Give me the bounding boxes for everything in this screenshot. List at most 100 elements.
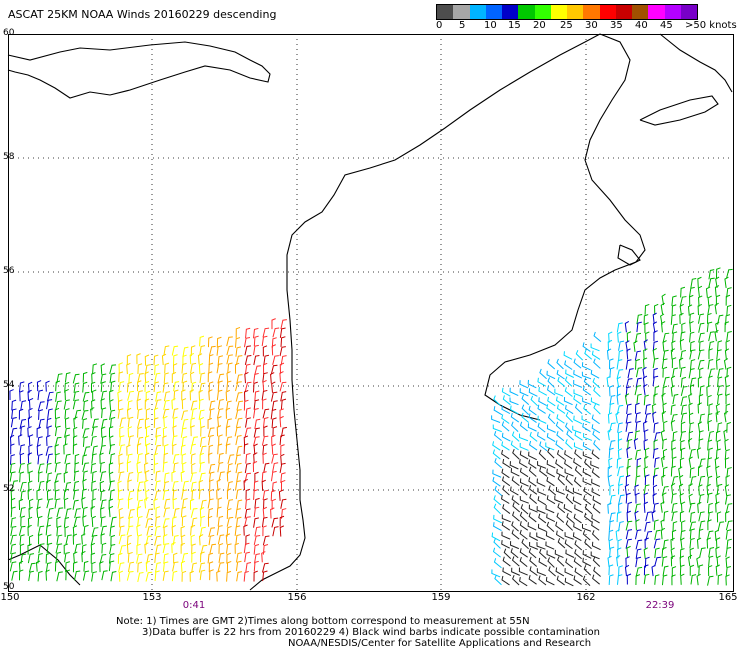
- wind-barb: [254, 497, 260, 509]
- wind-barb: [512, 511, 520, 522]
- wind-barb: [679, 303, 684, 316]
- wind-barb: [10, 517, 17, 528]
- wind-barb: [660, 519, 665, 531]
- wind-barb: [625, 556, 630, 568]
- wind-barb: [519, 521, 529, 531]
- wind-barb: [556, 556, 565, 567]
- wind-barb: [546, 460, 556, 469]
- wind-barb: [118, 562, 125, 573]
- wind-barb: [136, 543, 141, 555]
- wind-barb: [644, 521, 651, 532]
- wind-barb: [697, 376, 703, 388]
- wind-barb: [172, 443, 177, 455]
- wind-barb: [91, 515, 96, 528]
- wind-barb: [118, 534, 126, 545]
- wind-barb: [20, 400, 27, 411]
- wind-barb: [672, 331, 678, 343]
- wind-barb: [705, 286, 711, 298]
- wind-barb: [163, 399, 170, 410]
- wind-barb: [707, 312, 712, 324]
- wind-barb: [707, 511, 714, 522]
- wind-barb: [582, 575, 591, 587]
- wind-barb: [37, 463, 45, 474]
- wind-barb: [161, 353, 167, 366]
- wind-barb: [197, 353, 203, 365]
- pass-time-left: 0:41: [182, 600, 206, 611]
- wind-barb: [199, 372, 206, 383]
- wind-barb: [688, 493, 693, 505]
- wind-barb: [545, 541, 555, 550]
- wind-barb: [235, 346, 242, 357]
- lat-label-60: 60: [3, 28, 15, 38]
- wind-barb: [110, 571, 117, 582]
- wind-barb: [37, 389, 44, 401]
- wind-barb: [218, 434, 223, 446]
- wind-barb: [56, 516, 61, 528]
- wind-barb: [723, 358, 729, 370]
- wind-barb: [519, 380, 529, 389]
- wind-barb: [556, 512, 565, 523]
- wind-barb: [271, 481, 278, 493]
- wind-barb: [546, 424, 556, 433]
- wind-barb: [137, 390, 143, 401]
- wind-barb: [10, 427, 18, 438]
- wind-barb: [687, 438, 693, 450]
- wind-barb: [81, 454, 88, 466]
- wind-barb: [510, 541, 520, 550]
- wind-barb: [671, 447, 677, 459]
- wind-barb: [573, 369, 583, 379]
- wind-barb: [181, 453, 187, 465]
- wind-barb: [661, 474, 666, 486]
- wind-barb: [510, 486, 519, 496]
- wind-barb: [235, 488, 242, 500]
- wind-barb: [245, 498, 251, 510]
- wind-barb: [671, 483, 676, 495]
- wind-barb: [46, 534, 52, 546]
- wind-barb: [208, 471, 215, 482]
- wind-barb: [82, 418, 88, 429]
- wind-barb: [608, 457, 613, 469]
- wind-barb: [207, 427, 215, 438]
- wind-barb: [198, 389, 203, 402]
- wind-barb: [64, 388, 69, 401]
- wind-barb: [592, 377, 601, 389]
- wind-barb: [236, 471, 243, 482]
- wind-barb: [652, 484, 658, 496]
- wind-barb: [591, 521, 600, 531]
- wind-barb: [687, 554, 693, 567]
- wind-barb: [38, 480, 45, 492]
- wind-barb: [28, 470, 34, 482]
- wind-barb: [502, 504, 511, 514]
- wind-barb: [724, 321, 730, 333]
- wind-barb: [616, 404, 624, 415]
- wind-barb: [680, 286, 686, 298]
- wind-barb: [108, 462, 114, 474]
- wind-barb: [189, 371, 195, 384]
- wind-barb: [609, 512, 616, 523]
- wind-barb: [636, 465, 641, 477]
- wind-barb: [244, 363, 251, 375]
- wind-barb: [593, 403, 601, 415]
- wind-barb: [688, 402, 693, 414]
- wind-barb: [582, 557, 592, 567]
- wind-barb: [715, 267, 721, 279]
- wind-barb: [73, 416, 78, 428]
- wind-barb: [616, 369, 624, 379]
- wind-barb: [199, 551, 205, 563]
- wind-barb: [190, 443, 196, 455]
- wind-barb: [208, 561, 214, 573]
- wind-barb: [235, 560, 242, 572]
- wind-barb: [519, 459, 528, 469]
- wind-barb: [55, 551, 62, 563]
- wind-barb: [262, 570, 268, 582]
- wind-barb: [171, 372, 177, 383]
- wind-barb: [272, 355, 279, 366]
- wind-barb: [137, 408, 143, 420]
- wind-barb: [672, 431, 678, 442]
- wind-barb: [645, 511, 652, 522]
- wind-barb: [660, 429, 665, 442]
- wind-barb: [714, 457, 720, 469]
- wind-barb: [584, 512, 593, 523]
- wind-barb: [557, 376, 566, 387]
- wind-barb: [263, 354, 270, 366]
